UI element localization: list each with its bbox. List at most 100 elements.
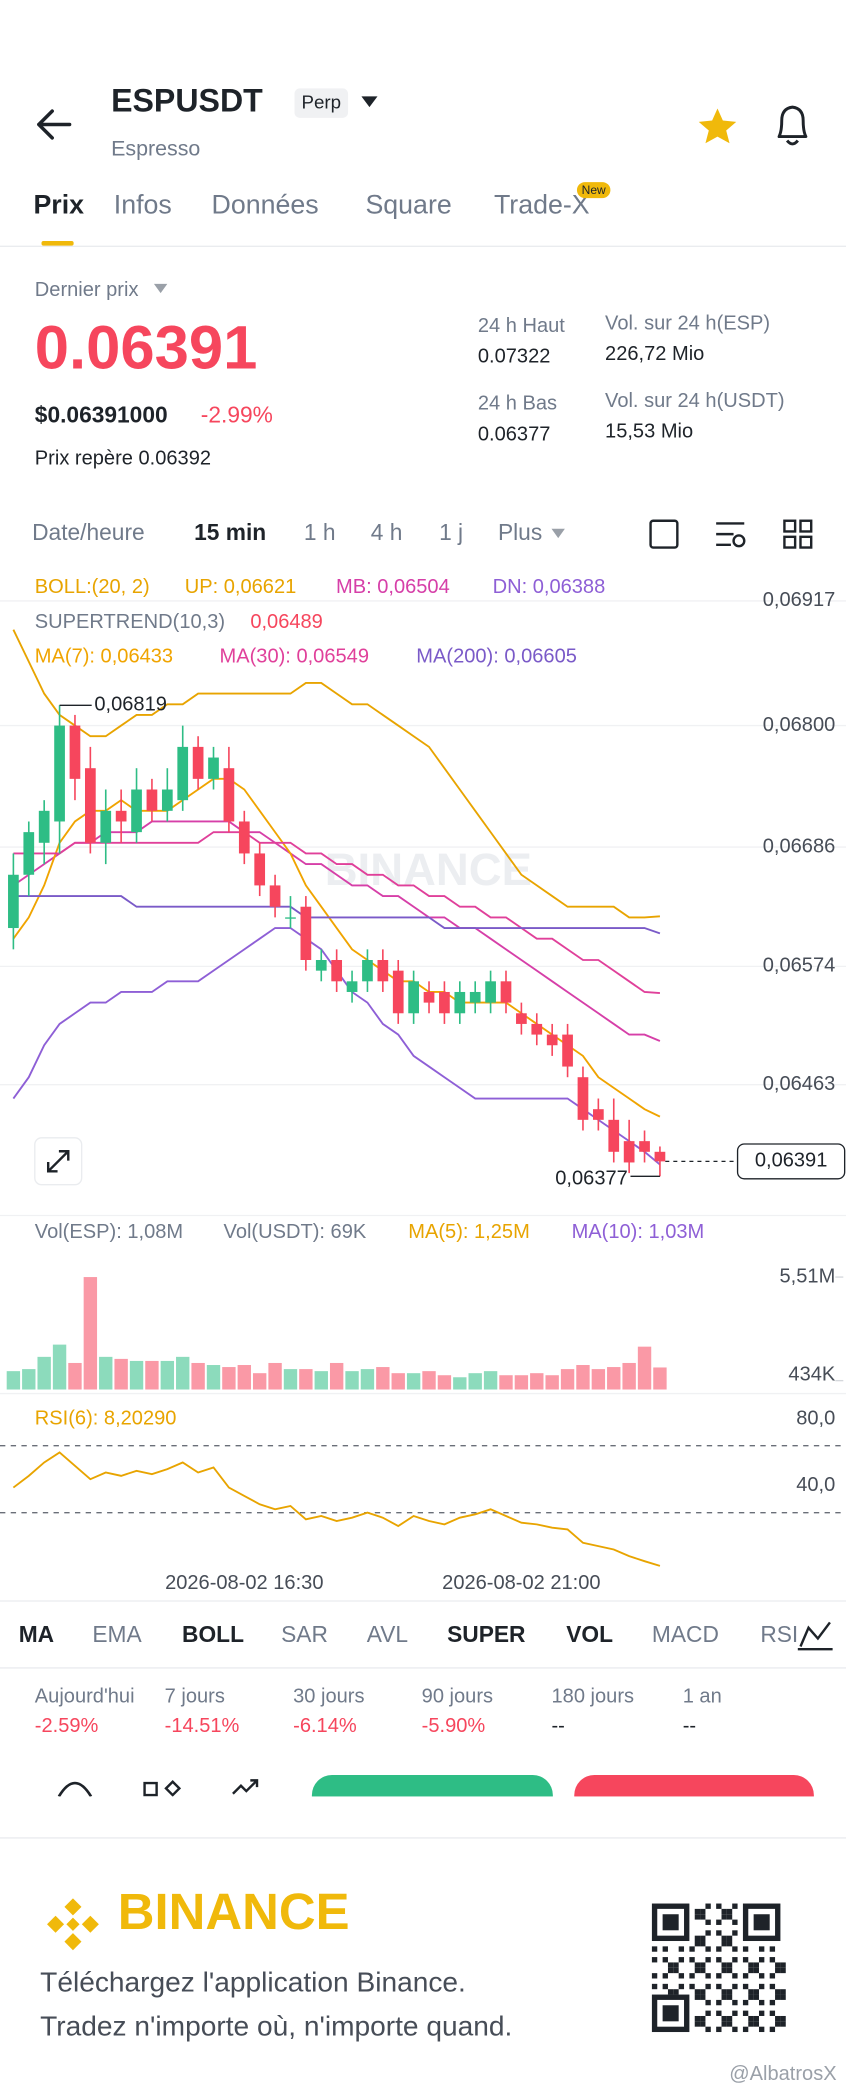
promo-line: Tradez n'importe où, n'importe quand. (40, 2010, 512, 2041)
qr-cell (662, 1946, 668, 1952)
qr-cell (775, 2021, 781, 2027)
period-change: -6.14% (293, 1715, 357, 1737)
qr-cell (753, 1989, 759, 1995)
candle-body (377, 959, 389, 982)
action-icon[interactable] (57, 1781, 93, 1798)
candle-body (269, 885, 281, 907)
qr-cell (748, 2021, 754, 2027)
indicator-tab[interactable]: SUPER (447, 1621, 525, 1647)
indicator-tab[interactable]: AVL (367, 1621, 408, 1647)
more-dropdown[interactable] (551, 528, 565, 539)
qr-cell (769, 1999, 776, 2006)
qr-cell (721, 1989, 727, 1995)
candle-body (115, 810, 127, 822)
qr-cell (667, 1962, 674, 1968)
candle-body (315, 959, 327, 971)
indicator-tab[interactable]: BOLL (182, 1621, 244, 1647)
volume-bar (191, 1362, 205, 1390)
qr-cell (726, 1914, 733, 1920)
candle-body (654, 1151, 666, 1162)
candle-body (423, 991, 435, 1003)
candle-body (516, 1013, 527, 1024)
tool-icon[interactable] (649, 519, 679, 549)
back-button[interactable] (37, 109, 72, 140)
qr-cell (753, 2015, 759, 2022)
indicator-tab[interactable]: RSI (760, 1621, 798, 1647)
tool-icon[interactable] (783, 535, 797, 549)
volume-legend: Vol(ESP): 1,08M (35, 1221, 183, 1243)
price-dropdown[interactable] (153, 283, 168, 294)
stat-value: 0.06377 (478, 423, 551, 445)
stat-value: 0.07322 (478, 346, 551, 368)
qr-cell (694, 2021, 701, 2027)
qr-finder (662, 1914, 679, 1931)
qr-cell (769, 1973, 776, 1979)
tab[interactable]: Infos (114, 189, 172, 219)
stat-label: Vol. sur 24 h(ESP) (605, 312, 770, 334)
qr-cell (726, 1989, 733, 1995)
tool-icon[interactable] (799, 535, 813, 549)
qr-cell (748, 2015, 754, 2022)
tab[interactable]: Données (212, 189, 319, 219)
favorite-star[interactable] (698, 108, 737, 144)
tool-icon[interactable] (716, 522, 745, 547)
volume-bar (99, 1356, 113, 1390)
chart-tools[interactable] (649, 519, 813, 549)
alert-bell[interactable] (777, 105, 808, 146)
volume-bar (391, 1373, 405, 1390)
volume-bar (591, 1369, 606, 1390)
chart: BINANCE 0,06917 0,06800 0,06686 0,06574 0,064… (0, 576, 846, 1594)
interval[interactable]: Plus (498, 519, 542, 545)
volume-bar (560, 1369, 575, 1390)
qr-cell (775, 1967, 781, 1974)
qr-cell (673, 1967, 679, 1974)
tab[interactable]: Square (365, 189, 451, 219)
candle-body (208, 757, 219, 779)
qr-cell (721, 2015, 727, 2022)
qr-cell (700, 1908, 706, 1915)
interval[interactable]: 15 min (194, 519, 266, 545)
symbol-dropdown[interactable] (361, 96, 378, 108)
interval[interactable]: Date/heure (32, 519, 145, 545)
y-tick-label: 0,06800 (763, 714, 836, 736)
high-label: 0,06819 (94, 694, 167, 716)
candle-body (485, 981, 496, 1003)
candle-body (100, 810, 112, 843)
y-tick-label: 0,06463 (763, 1073, 836, 1095)
qr-cell (716, 1957, 722, 1963)
period-label: Aujourd'hui (35, 1686, 135, 1708)
tool-icon[interactable] (732, 534, 746, 548)
action-icon[interactable] (232, 1779, 259, 1795)
mark-price: Prix repère 0.06392 (35, 447, 211, 469)
indicator-settings[interactable] (797, 1621, 833, 1651)
qr-cell (667, 1989, 674, 1995)
indicator-tab[interactable]: EMA (92, 1621, 142, 1647)
interval[interactable]: 1 j (439, 519, 463, 545)
indicator-tab[interactable]: SAR (281, 1621, 328, 1647)
tool-icon[interactable] (799, 519, 813, 533)
tool-icon[interactable] (783, 519, 797, 533)
qr-cell (705, 1919, 711, 1925)
qr-cell (748, 1994, 754, 2000)
qr-cell (700, 1914, 706, 1920)
tab[interactable]: Prix (33, 189, 84, 219)
qr-cell (732, 1983, 738, 1990)
interval[interactable]: 4 h (371, 519, 403, 545)
tab[interactable]: Trade-X (494, 189, 590, 219)
interval[interactable]: 1 h (304, 519, 336, 545)
qr-cell (758, 1983, 765, 1990)
action-icon[interactable] (143, 1780, 182, 1797)
qr-cell (694, 1908, 701, 1915)
indicator-tab[interactable]: VOL (566, 1621, 613, 1647)
qr-cell (748, 1962, 754, 1968)
legend-entry: MA(7): 0,06433 (35, 646, 173, 668)
indicator-tab[interactable]: MACD (652, 1621, 719, 1647)
volume-bar (114, 1358, 128, 1390)
candle-body (408, 981, 419, 1014)
volume-bar (6, 1371, 21, 1390)
candle-body (69, 725, 81, 779)
volume-bar (530, 1373, 544, 1390)
qr-cell (726, 1962, 733, 1968)
indicator-tab[interactable]: MA (19, 1621, 54, 1647)
new-badge (576, 182, 611, 199)
